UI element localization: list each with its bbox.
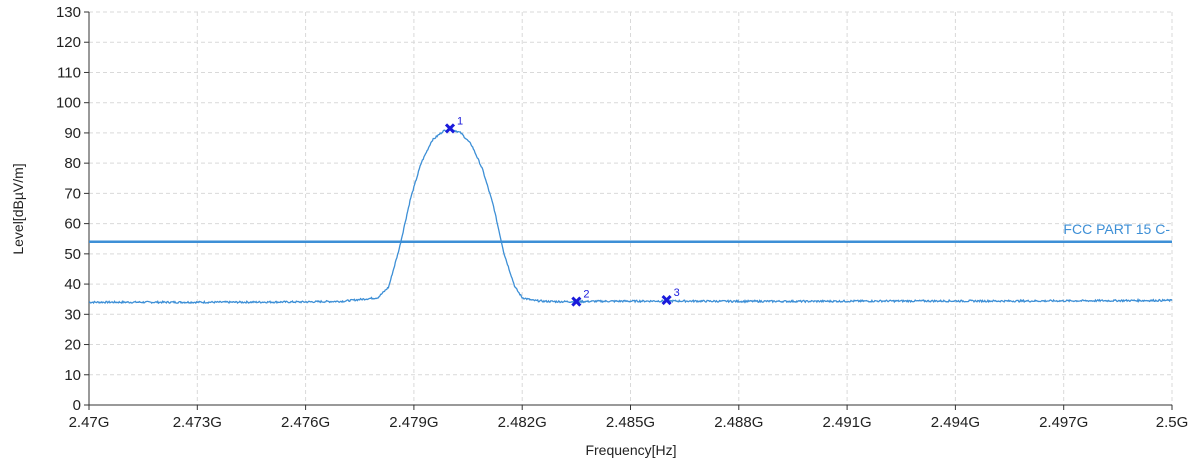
x-tick-label: 2.488G (714, 414, 763, 431)
marker-x-icon (571, 296, 582, 307)
x-tick-label: 2.482G (498, 414, 547, 431)
x-tick-label: 2.497G (1039, 414, 1088, 431)
y-tick-label: 90 (64, 125, 81, 142)
grid (88, 11, 1173, 406)
y-tick-label: 80 (64, 155, 81, 172)
y-tick-label: 0 (73, 397, 81, 414)
x-tick-label: 2.476G (281, 414, 330, 431)
x-tick-label: 2.5G (1156, 414, 1189, 431)
y-tick-label: 120 (56, 34, 81, 51)
y-tick-label: 100 (56, 95, 81, 112)
marker-3: 3 (661, 287, 680, 306)
x-tick-label: 2.491G (822, 414, 871, 431)
axes: 0 10 20 30 40 50 60 70 80 90 100 110 120 130 2.47G 2.47… (56, 4, 1188, 431)
x-tick-label: 2.479G (389, 414, 438, 431)
x-axis-title: Frequency[Hz] (585, 442, 676, 458)
y-tick-label: 20 (64, 337, 81, 354)
limit-line-label: FCC PART 15 C- (1063, 221, 1170, 237)
marker-label: 1 (457, 115, 463, 127)
series-layer (88, 126, 1173, 305)
marker-2: 2 (571, 289, 589, 307)
marker-x-icon (444, 123, 456, 134)
marker-label: 2 (583, 289, 589, 301)
y-tick-label: 50 (64, 246, 81, 263)
markers: 1 2 3 (444, 115, 680, 307)
x-tick-label: 2.473G (173, 414, 222, 431)
x-tick-label: 2.485G (606, 414, 655, 431)
y-tick-label: 70 (64, 185, 81, 202)
x-tick-label: 2.47G (69, 414, 110, 431)
y-tick-label: 130 (56, 4, 81, 21)
y-tick-label: 30 (64, 306, 81, 323)
y-tick-label: 110 (57, 64, 81, 81)
limit-lines: FCC PART 15 C- (89, 221, 1172, 244)
series-trace (88, 126, 1173, 305)
y-tick-label: 60 (64, 216, 81, 233)
x-tick-label: 2.494G (931, 414, 980, 431)
y-tick-label: 40 (64, 276, 81, 293)
y-axis-title: Level[dBµV/m] (10, 163, 26, 254)
y-tick-label: 10 (64, 367, 81, 384)
marker-1: 1 (444, 115, 463, 134)
marker-label: 3 (674, 287, 680, 299)
marker-x-icon (661, 295, 672, 306)
